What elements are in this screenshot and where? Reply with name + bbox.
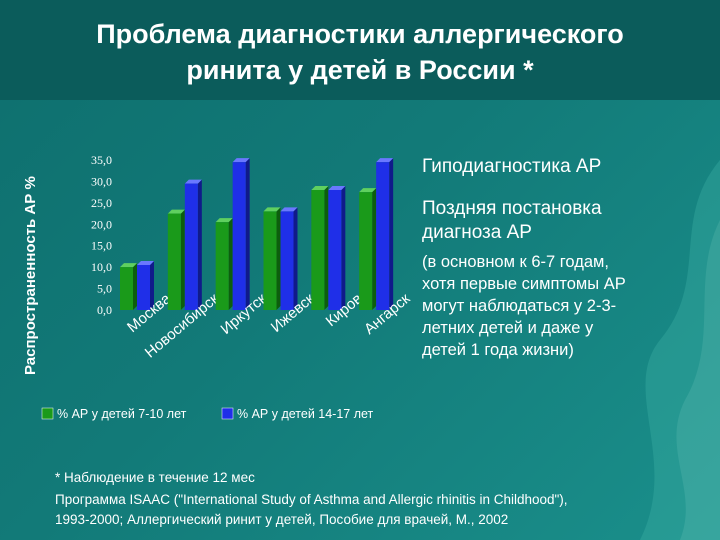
- y-tick-label: 25,0: [91, 196, 112, 210]
- legend-swatch: [221, 407, 234, 420]
- heading-underdiagnosis: Гиподиагностика АР: [422, 156, 602, 177]
- legend-entry: % АР у детей 14-17 лет: [237, 407, 374, 421]
- bar-top: [232, 158, 250, 163]
- bar: [263, 211, 277, 310]
- y-tick-label: 20,0: [91, 217, 112, 231]
- bar: [120, 267, 133, 310]
- bar-side: [324, 186, 329, 310]
- bar-side: [245, 158, 250, 310]
- legend-entry: % АР у детей 7-10 лет: [57, 407, 187, 421]
- y-tick-label: 5,0: [97, 282, 112, 296]
- y-tick-label: 0,0: [97, 303, 112, 317]
- bar-top: [280, 207, 298, 212]
- bar-side: [150, 261, 154, 310]
- bar-side: [276, 207, 281, 310]
- bar: [359, 192, 373, 310]
- bar-top: [120, 263, 137, 268]
- y-tick-label: 10,0: [91, 260, 112, 274]
- title-band: [0, 0, 720, 100]
- bar: [167, 213, 181, 310]
- side-description: (в основном к 6-7 годам, хотя первые сим…: [422, 251, 707, 361]
- bar: [311, 190, 325, 310]
- y-tick-label: 15,0: [91, 239, 112, 253]
- title-line-1: Проблема диагностики аллергического: [96, 19, 624, 49]
- bar-side: [372, 188, 377, 310]
- bar-side: [133, 263, 137, 310]
- slide-title: Проблема диагностики аллергического рини…: [20, 16, 700, 88]
- source-line-1: Программа ISAAC ("International Study of…: [55, 492, 568, 507]
- bar: [215, 222, 229, 310]
- bar-top: [137, 261, 154, 265]
- bar-side: [293, 207, 298, 310]
- side-text-line: хотя первые симптомы АР: [422, 275, 626, 293]
- bar: [232, 162, 246, 310]
- bar-top: [215, 218, 233, 223]
- bar-top: [184, 179, 202, 184]
- side-text-line: (в основном к 6-7 годам,: [422, 253, 609, 271]
- bar-side: [180, 209, 185, 310]
- heading-late-diagnosis-1: Поздняя постановка: [422, 198, 602, 219]
- bar: [376, 162, 390, 310]
- bar: [137, 265, 150, 310]
- source-citation: Программа ISAAC ("International Study of…: [55, 490, 705, 530]
- bar: [280, 211, 294, 310]
- side-text-line: могут наблюдаться у 2-3-: [422, 297, 617, 315]
- bar-chart: 0,05,010,015,020,025,030,035,0МоскваНово…: [41, 153, 414, 421]
- y-axis-label: Распространенность АР %: [22, 176, 39, 375]
- footnote: * Наблюдение в течение 12 мес: [55, 470, 255, 485]
- bar-top: [359, 188, 377, 193]
- side-text-line: детей 1 года жизни): [422, 341, 574, 359]
- bar: [184, 183, 198, 310]
- side-text-line: летних детей и даже у: [422, 319, 594, 337]
- bar-top: [311, 186, 329, 190]
- side-text-block: Гиподиагностика АР Поздняя постановка ди…: [422, 155, 707, 361]
- bar-top: [328, 186, 346, 190]
- y-tick-label: 30,0: [91, 174, 112, 188]
- bar: [328, 190, 342, 310]
- title-line-2: ринита у детей в России *: [186, 55, 534, 85]
- bar-top: [167, 209, 185, 214]
- bar-top: [263, 207, 281, 212]
- heading-late-diagnosis-2: диагноза АР: [422, 222, 532, 243]
- bar-top: [376, 158, 394, 163]
- bar-side: [341, 186, 346, 310]
- source-line-2: 1993-2000; Аллергический ринит у детей, …: [55, 512, 509, 527]
- y-tick-label: 35,0: [91, 153, 112, 167]
- bar-side: [228, 218, 233, 310]
- legend-swatch: [41, 407, 54, 420]
- bar-side: [389, 158, 394, 310]
- bar-side: [197, 179, 202, 310]
